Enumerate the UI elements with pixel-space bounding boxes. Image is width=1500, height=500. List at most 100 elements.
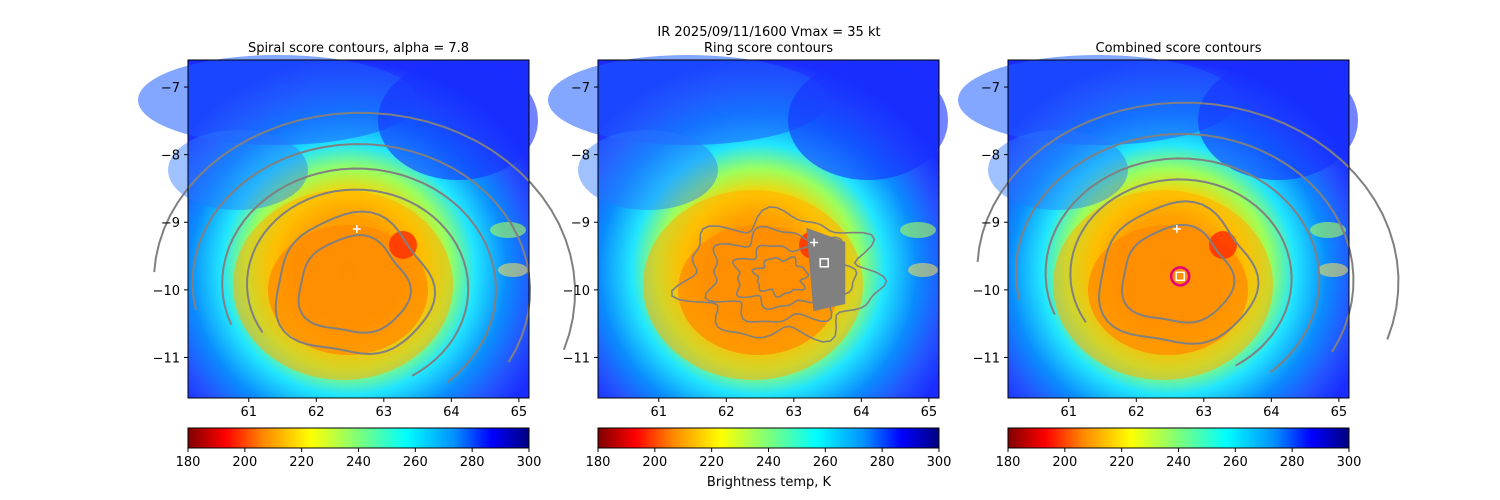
brightness-temperature-image (548, 55, 948, 398)
colorbar-tick-label: 300 (517, 455, 542, 470)
x-tick-label: 63 (786, 405, 803, 420)
colorbar: 180 200 220 240 260 280 300 (996, 427, 1362, 470)
score-contour (976, 101, 1400, 340)
score-contours (670, 206, 888, 343)
y-tick-label: −9 (981, 216, 1000, 231)
y-tick-label: −10 (973, 284, 1000, 299)
score-contour (1120, 223, 1236, 324)
y-tick-label: −8 (571, 149, 590, 164)
colorbar-tick-label: 300 (1337, 455, 1362, 470)
score-contour (1014, 132, 1355, 353)
x-tick-label: 65 (511, 405, 528, 420)
x-tick-label: 63 (376, 405, 393, 420)
colorbar-tick-label: 220 (1109, 455, 1134, 470)
y-tick-label: −11 (973, 351, 1000, 366)
brightness-temperature-image (958, 55, 1358, 398)
score-contour (297, 233, 413, 334)
colorbar-tick-label: 280 (870, 455, 895, 470)
y-axis: −7 −8 −9 −10 −11 (563, 81, 598, 366)
y-tick-label: −7 (571, 81, 590, 96)
figure-suptitle: IR 2025/09/11/1600 Vmax = 35 kt (657, 25, 880, 40)
colorbar-tick-label: 260 (403, 455, 428, 470)
x-tick-label: 62 (718, 405, 735, 420)
brightness-temperature-image (138, 55, 538, 398)
x-axis: 61 62 63 64 65 (650, 398, 937, 420)
x-tick-label: 65 (1331, 405, 1348, 420)
colorbar-label: Brightness temp, K (707, 475, 832, 490)
x-tick-label: 65 (921, 405, 938, 420)
y-tick-label: −9 (161, 216, 180, 231)
colorbar-tick-label: 200 (1052, 455, 1077, 470)
y-tick-label: −7 (981, 81, 1000, 96)
y-axis: −7 −8 −9 −10 −11 (973, 81, 1008, 366)
markers (1169, 225, 1191, 287)
colorbar-tick-label: 240 (756, 455, 781, 470)
y-tick-label: −8 (981, 149, 1000, 164)
colorbar-tick-label: 260 (1223, 455, 1248, 470)
panel-title: Spiral score contours, alpha = 7.8 (248, 41, 469, 56)
score-contour (1097, 200, 1260, 345)
score-contour (731, 244, 831, 311)
x-axis: 61 62 63 64 65 (240, 398, 527, 420)
colorbar: 180 200 220 240 260 280 300 (176, 427, 542, 470)
colorbar-tick-label: 280 (460, 455, 485, 470)
score-contour (245, 188, 470, 377)
y-tick-label: −9 (571, 216, 590, 231)
combined-score-panel: Combined score contours 61 62 63 64 65 −7−8−… (958, 41, 1400, 420)
panel-title: Combined score contours (1096, 41, 1262, 56)
panel-title: Ring score contours (704, 41, 833, 56)
x-tick-label: 62 (1128, 405, 1145, 420)
colorbar-tick-label: 220 (289, 455, 314, 470)
circle-marker (1169, 266, 1191, 287)
colorbar-tick-label: 220 (699, 455, 724, 470)
plus-marker (810, 238, 819, 247)
colorbar-tick-label: 200 (232, 455, 257, 470)
score-contours (976, 101, 1400, 374)
x-tick-label: 64 (1263, 405, 1280, 420)
colorbar-tick-label: 180 (586, 455, 611, 470)
colorbar-tick-label: 240 (1166, 455, 1191, 470)
x-tick-label: 61 (240, 405, 257, 420)
markers (810, 238, 829, 268)
colorbar-tick-label: 280 (1280, 455, 1305, 470)
square-marker (1175, 271, 1185, 282)
x-tick-label: 64 (443, 405, 460, 420)
x-tick-label: 62 (308, 405, 325, 420)
x-tick-label: 64 (853, 405, 870, 420)
square-marker (819, 258, 829, 268)
score-contour (1069, 178, 1293, 367)
y-tick-label: −8 (161, 149, 180, 164)
score-contour (221, 167, 497, 384)
colorbar-tick-label: 200 (642, 455, 667, 470)
colorbar-tick-label: 180 (176, 455, 201, 470)
colorbar-tick-label: 240 (346, 455, 371, 470)
colorbar: 180 200 220 240 260 280 300 (586, 427, 952, 470)
y-tick-label: −7 (161, 81, 180, 96)
x-tick-label: 61 (1060, 405, 1077, 420)
score-contours (153, 111, 577, 384)
score-contour (274, 210, 437, 356)
spiral-score-panel: Spiral score contours, alpha = 7.8 61 62 6… (138, 41, 577, 420)
y-tick-label: −10 (563, 284, 590, 299)
score-contour (191, 143, 532, 363)
colorbar-tick-label: 300 (927, 455, 952, 470)
colorbar-tick-label: 260 (813, 455, 838, 470)
score-contour (751, 256, 810, 298)
plus-marker (1172, 225, 1181, 233)
y-axis: −7 −8 −9 −10 −11 (153, 81, 188, 366)
score-contour (153, 111, 577, 351)
ring-score-patch (806, 227, 846, 312)
y-tick-label: −11 (563, 351, 590, 366)
y-tick-label: −11 (153, 351, 180, 366)
y-tick-label: −10 (153, 284, 180, 299)
score-contour (1044, 157, 1321, 374)
x-tick-label: 61 (650, 405, 667, 420)
x-tick-label: 63 (1196, 405, 1213, 420)
markers (352, 225, 361, 233)
ring-score-panel: Ring score contours 61 62 63 64 65 −7 −8 −9 −10… (548, 41, 948, 420)
x-axis: 61 62 63 64 65 (1060, 398, 1347, 420)
plus-marker (352, 225, 361, 233)
colorbar-tick-label: 180 (996, 455, 1021, 470)
score-contour (670, 206, 888, 343)
